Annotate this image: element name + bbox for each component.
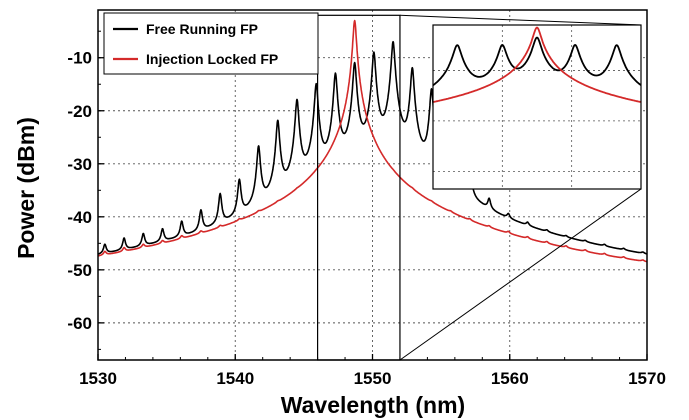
x-tick-label: 1540: [216, 369, 254, 388]
zoom-connector: [399, 14, 642, 26]
y-tick-label: -10: [67, 49, 92, 68]
inset-injection-locked-fp-line: [432, 26, 642, 103]
legend-label-free-running: Free Running FP: [146, 21, 258, 37]
y-axis-title: Power (dBm): [13, 117, 39, 259]
inset-free-running-fp-line: [432, 36, 642, 87]
plot-area: [97, 19, 648, 263]
y-tick-label: -50: [67, 261, 92, 280]
x-axis-title: Wavelength (nm): [281, 392, 465, 418]
y-tick-label: -20: [67, 102, 92, 121]
x-tick-label: 1530: [79, 369, 117, 388]
x-tick-label: 1570: [628, 369, 666, 388]
y-tick-label: -30: [67, 155, 92, 174]
free-running-fp-line: [97, 40, 648, 255]
y-tick-label: -40: [67, 208, 92, 227]
x-tick-label: 1550: [354, 369, 392, 388]
legend-label-injection-locked: Injection Locked FP: [146, 51, 278, 67]
legend: Free Running FP Injection Locked FP: [103, 12, 319, 75]
x-tick-label: 1560: [491, 369, 529, 388]
zoom-connector: [399, 188, 642, 361]
inset-background: [433, 25, 641, 189]
y-tick-label: -60: [67, 314, 92, 333]
inset-frame: [432, 24, 642, 190]
injection-locked-fp-line: [97, 19, 648, 263]
axis-ticks: 1530 1540 1550 1560 1570 -10 -20 -30 -40 -50 -60: [67, 30, 666, 388]
legend-box: [103, 12, 319, 75]
inset-plot: [432, 24, 642, 190]
